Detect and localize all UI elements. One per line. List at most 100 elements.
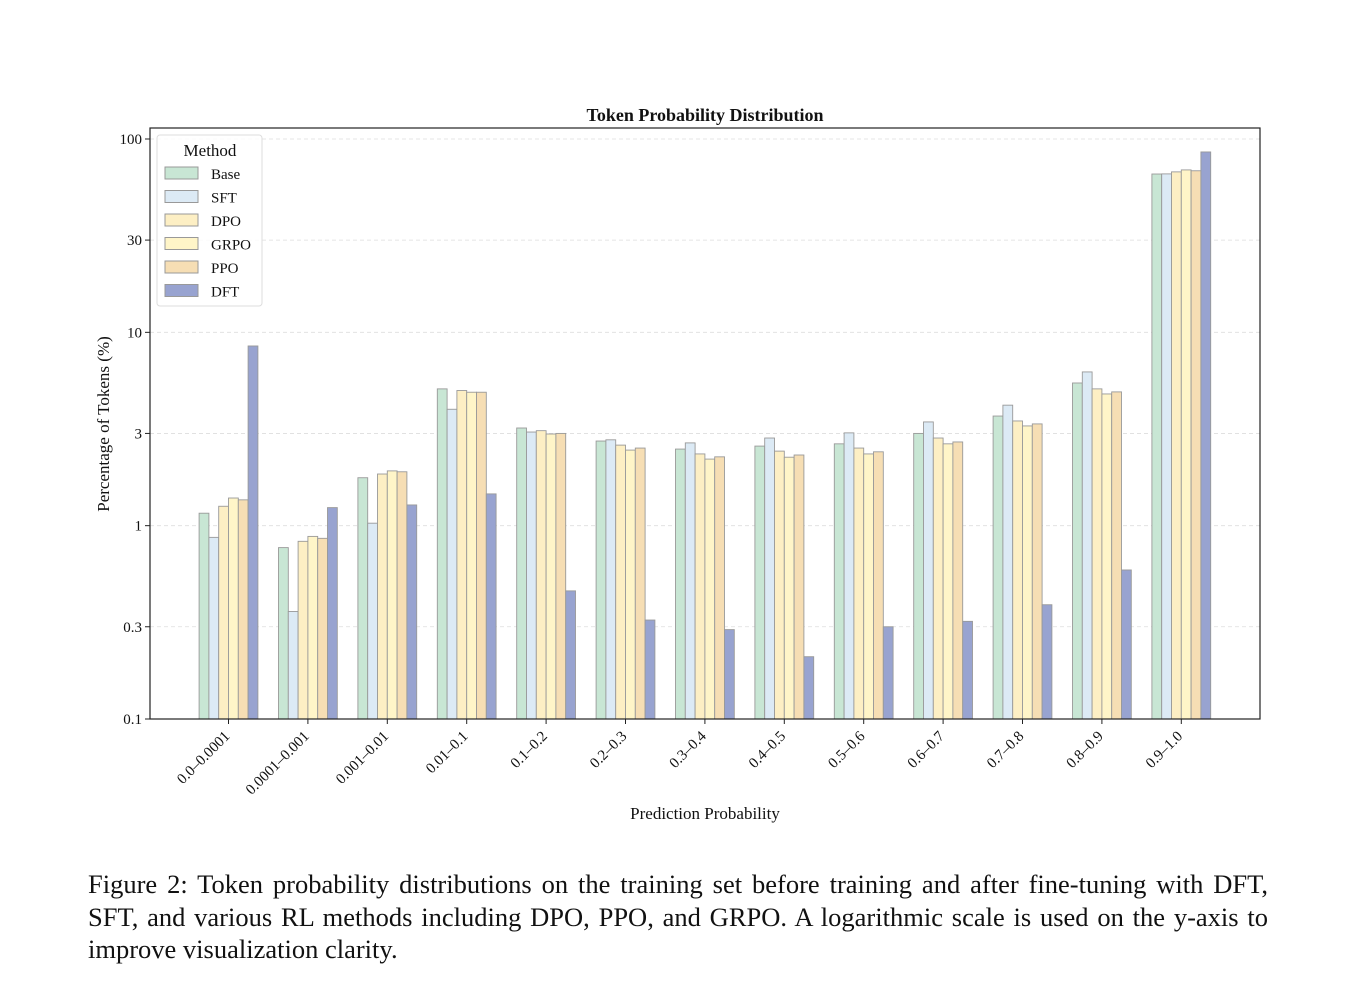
- bar-dpo: [535, 430, 547, 720]
- y-axis-label: Percentage of Tokens (%): [94, 336, 113, 512]
- bar-dpo: [218, 505, 229, 720]
- bar-grpo: [704, 458, 716, 720]
- legend-label: DPO: [211, 214, 241, 230]
- bar-grpo: [228, 497, 239, 720]
- y-tick-label: 30: [127, 233, 142, 249]
- x-tick-label: 0.7–0.8: [984, 729, 1027, 772]
- bar-base: [675, 448, 686, 720]
- bar-ppo: [317, 537, 328, 720]
- bar-dpo: [1091, 388, 1103, 720]
- bar-dpo: [1171, 171, 1182, 720]
- legend-label: PPO: [211, 261, 239, 277]
- bar-ppo: [793, 454, 805, 720]
- bar-sft: [446, 408, 458, 720]
- x-tick-label: 0.4–0.5: [746, 729, 789, 772]
- bar-ppo: [952, 441, 964, 720]
- bar-dpo: [694, 453, 706, 720]
- legend-swatch-dpo: [164, 213, 199, 227]
- bar-grpo: [625, 449, 636, 720]
- bar-ppo: [1031, 423, 1043, 720]
- bar-grpo: [1180, 169, 1192, 720]
- legend-label: Base: [211, 167, 241, 183]
- y-tick-label: 3: [135, 426, 143, 442]
- bar-base: [436, 388, 448, 720]
- bar-dft: [406, 504, 418, 720]
- x-tick-label: 0.0001–0.001: [243, 729, 313, 799]
- bar-sft: [208, 536, 220, 720]
- legend-swatch-grpo: [164, 237, 199, 250]
- bar-sft: [764, 437, 775, 720]
- x-tick-label: 0.001–0.01: [333, 729, 392, 788]
- bar-dft: [724, 629, 735, 720]
- legend-label: DFT: [211, 285, 239, 301]
- bar-grpo: [863, 453, 874, 720]
- x-tick-label: 0.8–0.9: [1064, 729, 1107, 772]
- legend-swatch-sft: [164, 190, 199, 203]
- bar-sft: [367, 522, 378, 720]
- y-tick-label: 100: [120, 132, 143, 148]
- bar-sft: [605, 439, 617, 720]
- bar-base: [833, 443, 845, 720]
- bar-ppo: [873, 451, 884, 720]
- y-tick-label: 1: [135, 519, 143, 535]
- bar-ppo: [237, 499, 249, 720]
- bar-dft: [485, 493, 497, 720]
- legend-swatch-ppo: [164, 260, 199, 274]
- bar-grpo: [466, 391, 477, 720]
- bar-dft: [1121, 569, 1132, 720]
- bar-sft: [843, 432, 855, 720]
- x-tick-label: 0.1–0.2: [508, 729, 551, 772]
- x-tick-label: 0.5–0.6: [825, 728, 868, 771]
- chart-title: Token Probability Distribution: [586, 105, 823, 125]
- bar-dpo: [932, 437, 944, 720]
- bar-dpo: [774, 450, 785, 720]
- bar-dpo: [297, 540, 309, 720]
- bar-dft: [327, 507, 338, 720]
- bar-base: [992, 415, 1004, 720]
- x-tick-label: 0.6–0.7: [905, 728, 948, 771]
- legend-title: Method: [184, 141, 237, 160]
- legend-swatch-base: [164, 166, 199, 180]
- token-probability-chart: Token Probability Distribution 0.1 0.3 1 3 1…: [94, 105, 1261, 823]
- legend: Method Base SFT DPO GRPO PPO DFT: [156, 134, 263, 307]
- bar-dpo: [615, 444, 626, 720]
- bar-ppo: [555, 432, 567, 720]
- bar-sft: [1002, 404, 1014, 720]
- bar-base: [357, 477, 369, 720]
- x-tick-label: 0.3–0.4: [667, 728, 710, 771]
- bar-base: [1072, 382, 1083, 720]
- bar-dft: [882, 626, 894, 720]
- bar-ppo: [1111, 391, 1122, 720]
- bar-sft: [287, 610, 299, 720]
- y-tick-label: 0.1: [123, 712, 142, 728]
- bar-base: [913, 432, 924, 720]
- bar-base: [754, 445, 766, 720]
- x-tick-label: 0.9–1.0: [1143, 729, 1186, 772]
- bar-base: [516, 427, 527, 720]
- bar-dft: [1041, 604, 1053, 720]
- bar-grpo: [545, 433, 557, 720]
- y-tick-label: 10: [127, 325, 142, 341]
- bar-dpo: [377, 473, 388, 720]
- y-tick-label: 0.3: [123, 620, 142, 636]
- legend-label: GRPO: [211, 238, 251, 254]
- figure-caption: Figure 2: Token probability distribution…: [88, 869, 1268, 964]
- bar-grpo: [1022, 425, 1033, 720]
- bar-ppo: [634, 447, 646, 720]
- bar-grpo: [942, 443, 954, 720]
- bar-dpo: [456, 390, 468, 720]
- bar-sft: [1161, 173, 1172, 720]
- bar-sft: [684, 442, 696, 720]
- bar-dpo: [853, 447, 865, 720]
- bar-ppo: [714, 456, 725, 720]
- bar-grpo: [307, 535, 319, 720]
- legend-label: SFT: [211, 191, 237, 207]
- bar-dpo: [1012, 420, 1023, 720]
- bar-grpo: [1101, 393, 1113, 720]
- bar-sft: [923, 421, 934, 720]
- bar-grpo: [783, 456, 795, 720]
- x-axis-label: Prediction Probability: [630, 804, 780, 823]
- bar-dft: [803, 656, 815, 720]
- bar-dft: [247, 345, 259, 720]
- bar-grpo: [386, 470, 398, 720]
